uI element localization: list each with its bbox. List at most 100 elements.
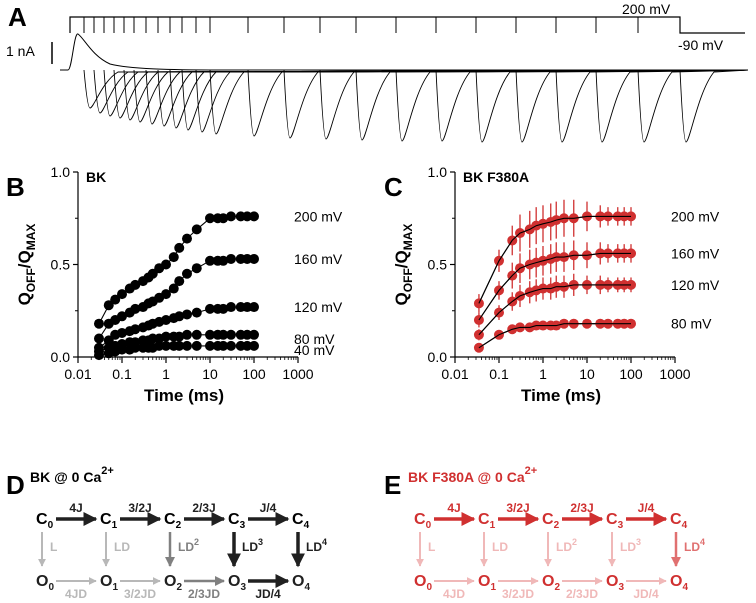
rate-top-0: 4J	[69, 501, 82, 515]
state-bottom-3-sub: 3	[618, 582, 624, 593]
state-bottom-4: O4	[670, 573, 688, 593]
voltage-protocol	[69, 16, 745, 34]
x-axis-title: Time (ms)	[521, 386, 601, 405]
tail-current-19	[515, 69, 749, 143]
data-point	[225, 340, 236, 351]
chart-bk: BK 0.0 0.5 1.0 0.01 0.1 1 10 100 1000 Time (ms) QOF…	[15, 164, 343, 405]
data-point	[225, 302, 236, 313]
data-point	[161, 259, 171, 270]
data-point	[181, 309, 192, 320]
rate-bottom-0: 4JD	[443, 587, 465, 601]
state-top-4-sub: 4	[304, 520, 310, 531]
rate-sup: 4	[322, 537, 327, 547]
x-tick-label-0: 0.01	[64, 366, 91, 382]
series-label: 120 mV	[294, 299, 343, 315]
state-top-0-sub: 0	[426, 520, 432, 531]
tail-current-18	[475, 69, 749, 143]
state-bottom-1-sub: 1	[490, 582, 496, 593]
scheme-bk-f380a: BK F380A @ 0 Ca2+ C0 C1 C2 C3 C4 O0 O1 O2 O3 O4 4J 3…	[408, 465, 705, 601]
state-top-4-sub: 4	[682, 520, 688, 531]
rate-top-3: J/4	[260, 501, 277, 515]
state-bottom-2: O2	[542, 573, 560, 593]
fit-line-overlay	[478, 323, 631, 349]
state-bottom-1: O1	[478, 573, 496, 593]
fit-line-overlay	[478, 215, 631, 304]
data-point	[249, 340, 259, 351]
rate-vertical-1: LD	[492, 540, 508, 554]
data-point	[117, 311, 127, 322]
data-point	[249, 253, 259, 264]
tail-current-20	[555, 69, 749, 143]
y-tick-label-1: 0.5	[51, 257, 71, 273]
data-point	[249, 211, 259, 222]
x-tick-label-3: 10	[202, 366, 218, 382]
state-bottom-0-sub: 0	[48, 582, 54, 593]
data-point	[117, 289, 127, 300]
fit-line-overlay	[478, 252, 631, 321]
state-bottom-4: O4	[292, 573, 310, 593]
state-top-3: C3	[606, 511, 624, 531]
state-top-1: C1	[100, 511, 118, 531]
series-label: 200 mV	[294, 208, 343, 224]
rate-vertical-3: LD3	[242, 537, 263, 554]
data-point	[93, 350, 104, 361]
data-point	[218, 213, 229, 224]
state-top-0: C0	[36, 511, 54, 531]
rate-bottom-0: 4JD	[65, 587, 87, 601]
data-point	[130, 303, 141, 314]
rate-vertical-1: LD	[114, 540, 130, 554]
series-120-mV: 120 mV	[473, 273, 720, 341]
tail-current-6	[145, 69, 749, 125]
scheme-bk: BK @ 0 Ca2+ C0 C1 C2 C3 C4 O0 O1 O2 O3 O4 4J 3/2J 2/3…	[30, 465, 327, 601]
series-label: 80 mV	[294, 331, 335, 347]
tail-current-22	[637, 69, 749, 143]
scheme-title-sup: 2+	[525, 465, 538, 477]
data-point	[174, 311, 185, 322]
y-tick-label-2: 1.0	[428, 164, 448, 180]
panel-letter-d: D	[6, 470, 25, 500]
y-axis-title-part: OFF	[24, 268, 38, 292]
data-point	[218, 255, 229, 266]
data-point	[168, 252, 179, 263]
rate-vertical-3: LD3	[620, 537, 641, 554]
voltage-label-low: -90 mV	[678, 37, 724, 53]
rate-vertical-0: L	[50, 540, 57, 554]
state-bottom-3-sub: 3	[240, 582, 246, 593]
state-bottom-2-sub: 2	[554, 582, 560, 593]
state-bottom-0-sub: 0	[426, 582, 432, 593]
state-top-1: C1	[478, 511, 496, 531]
data-point	[225, 329, 236, 340]
tail-current-4	[123, 69, 749, 121]
tail-current-5	[133, 69, 749, 123]
rate-vertical-4: LD4	[306, 537, 327, 554]
data-point	[249, 329, 259, 340]
data-point	[174, 340, 185, 351]
y-axis-title-part: /Q	[392, 250, 411, 268]
state-bottom-4-sub: 4	[682, 582, 688, 593]
series-label: 200 mV	[671, 208, 720, 224]
data-point	[110, 294, 121, 305]
rate-bottom-2: 2/3JD	[566, 587, 598, 601]
data-point	[174, 331, 185, 342]
panel-letter-a: A	[8, 2, 27, 32]
tail-current-0	[83, 69, 749, 109]
data-point	[93, 318, 104, 329]
state-top-1-sub: 1	[490, 520, 496, 531]
rate-top-1: 3/2J	[506, 501, 529, 515]
state-top-2-sub: 2	[554, 520, 560, 531]
scale-bar-label: 1 nA	[6, 43, 35, 59]
tail-current-7	[157, 69, 749, 127]
rate-vertical-4: LD4	[684, 537, 705, 554]
panel-letter-c: C	[384, 172, 403, 202]
series-80-mV: 80 mV	[473, 316, 712, 353]
series-40-mV: 40 mV	[93, 340, 335, 361]
chart-title: BK	[86, 169, 106, 185]
state-top-2-sub: 2	[176, 520, 182, 531]
current-traces	[60, 33, 749, 143]
rate-vertical-2: LD2	[556, 537, 577, 554]
data-point	[225, 253, 236, 264]
state-bottom-0: O0	[36, 573, 54, 593]
rate-sup: 2	[572, 537, 577, 547]
on-gating-transient	[60, 33, 748, 71]
tail-current-3	[113, 69, 749, 119]
